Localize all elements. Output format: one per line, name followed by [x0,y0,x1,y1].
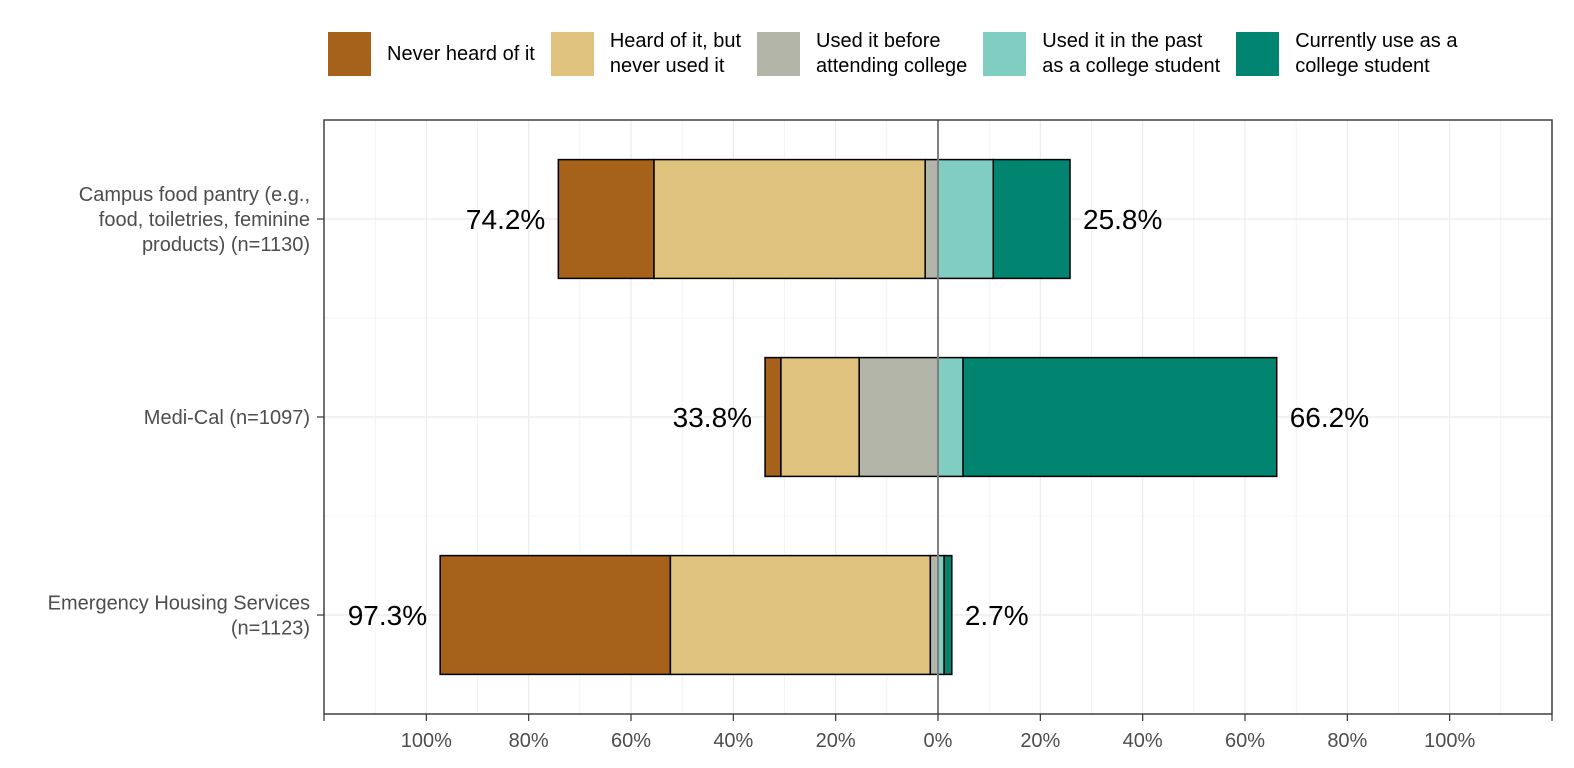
total-label-negative: 97.3% [348,600,427,631]
bar-segment [764,356,782,478]
bar-segment [858,356,939,478]
x-tick-label: 20% [1020,730,1060,752]
bar-segment [669,554,932,676]
legend-label: Never heard of it [387,42,535,65]
chart-legend: Never heard of it Heard of it, but never … [328,28,1473,80]
legend-item: Never heard of it [328,32,535,76]
total-label-positive: 66.2% [1290,402,1369,433]
bar-segment [937,158,995,280]
x-tick-label: 80% [1327,730,1367,752]
x-tick-label: 40% [1123,730,1163,752]
bar-segment [937,356,964,478]
x-tick-label: 0% [924,730,953,752]
total-label-negative: 74.2% [466,204,545,235]
legend-item: Currently use as a college student [1236,29,1457,79]
legend-swatch [550,32,594,76]
legend-swatch [1236,32,1280,76]
total-label-negative: 33.8% [673,402,752,433]
bar-segment [780,356,860,478]
bar-segment [924,158,939,280]
legend-item: Heard of it, but never used it [550,29,742,79]
x-tick-label: 60% [1225,730,1265,752]
legend-swatch [983,32,1027,76]
x-tick-label: 100% [401,730,452,752]
bar-segment [992,158,1071,280]
x-tick-label: 40% [713,730,753,752]
category-label: Emergency Housing Services (n=1123) [48,593,310,640]
legend-label: Heard of it, but never used it [609,30,742,77]
x-tick-label: 100% [1424,730,1475,752]
x-tick-label: 80% [509,730,549,752]
category-label: Medi-Cal (n=1097) [144,407,310,429]
legend-item: Used it in the past as a college student [983,29,1220,79]
legend-swatch [328,32,371,76]
bar-segment [439,554,672,676]
total-label-positive: 2.7% [965,600,1029,631]
category-label: Campus food pantry (e.g., food, toiletrie… [79,184,310,256]
bar-segment [962,356,1278,478]
total-label-positive: 25.8% [1083,204,1162,235]
legend-label: Used it in the past as a college student [1042,30,1221,77]
x-tick-label: 60% [611,730,651,752]
legend-item: Used it before attending college [757,29,967,79]
legend-label: Currently use as a college student [1295,30,1458,77]
legend-swatch [757,32,801,76]
legend-label: Used it before attending college [816,30,968,77]
bar-segment [557,158,655,280]
bar-segment [929,554,939,676]
bar-segment [943,554,953,676]
x-tick-label: 20% [816,730,856,752]
bar-segment [653,158,926,280]
